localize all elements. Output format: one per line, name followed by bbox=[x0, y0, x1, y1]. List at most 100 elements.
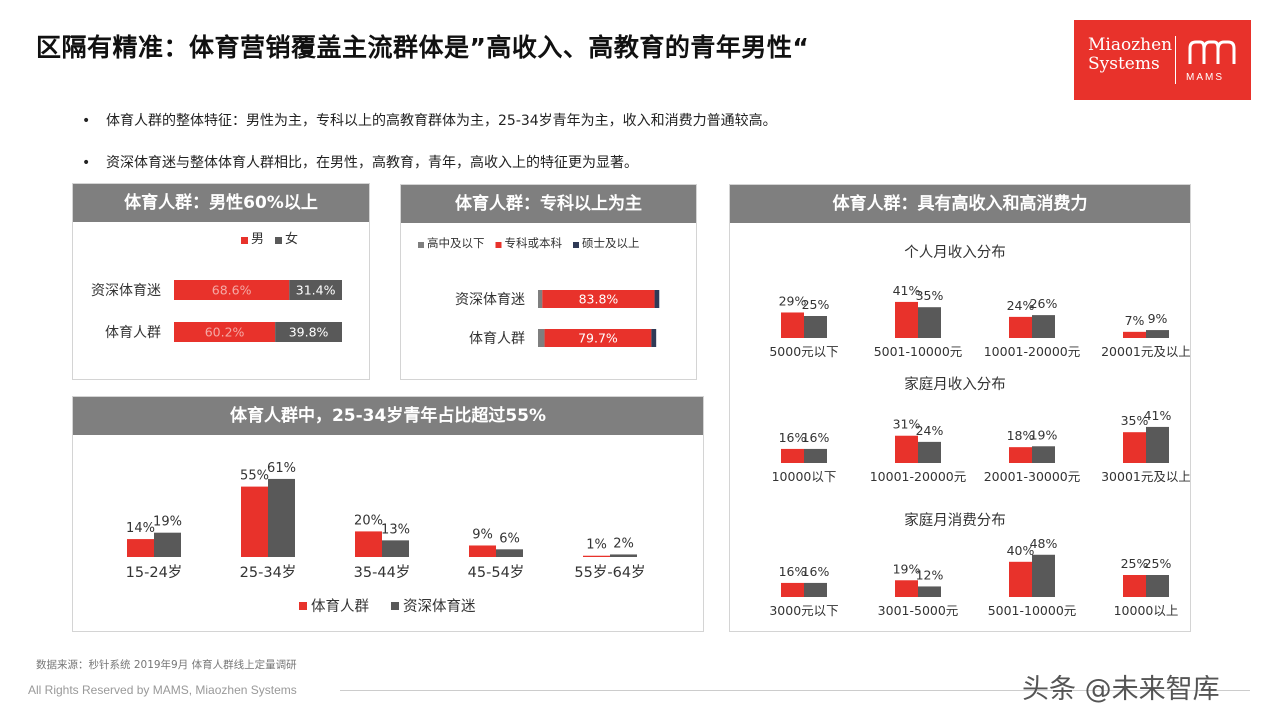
gender-panel-title: 体育人群：男性60%以上 bbox=[73, 184, 369, 222]
bar-1 bbox=[804, 448, 827, 463]
data-label: 26% bbox=[1030, 296, 1058, 311]
data-label: 24% bbox=[916, 423, 944, 438]
bar-segment-0 bbox=[538, 290, 543, 308]
bullet-marker: • bbox=[82, 113, 91, 129]
data-label: 18% bbox=[1007, 428, 1035, 443]
data-label: 6% bbox=[499, 531, 520, 546]
subchart-title: 家庭月收入分布 bbox=[904, 376, 1006, 393]
bar-0 bbox=[1123, 432, 1146, 463]
bar-segment-2 bbox=[651, 329, 657, 347]
data-label: 16% bbox=[802, 430, 830, 445]
legend-swatch-0 bbox=[418, 242, 424, 248]
bar-segment-0 bbox=[538, 329, 545, 347]
watermark: 头条 @未来智库 bbox=[1022, 674, 1220, 705]
data-label: 19% bbox=[153, 515, 182, 530]
age-panel: 体育人群中，25-34岁青年占比超过55% 14% 19% 15-24岁 55% 61%… bbox=[72, 396, 704, 632]
data-label: 79.7% bbox=[578, 331, 618, 346]
copyright: All Rights Reserved by MAMS, Miaozhen Sy… bbox=[28, 683, 297, 697]
data-label: 14% bbox=[126, 521, 155, 536]
bar-1 bbox=[382, 540, 409, 557]
bar-1 bbox=[154, 532, 181, 557]
footer-divider bbox=[340, 690, 1250, 691]
category-label: 20001元及以上 bbox=[1101, 344, 1190, 359]
bullet-marker: • bbox=[82, 155, 91, 171]
category-label: 15-24岁 bbox=[126, 564, 183, 581]
category-label: 3000元以下 bbox=[769, 603, 838, 618]
data-label: 19% bbox=[893, 561, 921, 576]
page-title: 区隔有精准：体育营销覆盖主流群体是”高收入、高教育的青年男性“ bbox=[36, 33, 810, 62]
bar-1 bbox=[1032, 554, 1055, 597]
legend-swatch-2 bbox=[573, 242, 579, 248]
bar-1 bbox=[918, 586, 941, 597]
data-label: 40% bbox=[1007, 543, 1035, 558]
data-label: 41% bbox=[893, 283, 921, 298]
bar-0 bbox=[469, 545, 496, 557]
income-chart: 个人月收入分布29%25%5000元以下41%35%5001-10000元24%… bbox=[769, 244, 1190, 618]
category-label: 35-44岁 bbox=[354, 564, 411, 581]
age-chart: 14%19% 15-24岁 55%61% 25-34岁 20%13% 35-44岁 9% 6%… bbox=[126, 461, 646, 615]
income-panel-title: 体育人群：具有高收入和高消费力 bbox=[730, 185, 1190, 223]
bar-0 bbox=[241, 486, 268, 557]
education-panel: 体育人群：专科以上为主 高中及以下 专科或本科 硕士及以上 资深体育迷 83.8% 体育人… bbox=[400, 184, 697, 380]
bar-1 bbox=[918, 441, 941, 463]
bar-0 bbox=[1009, 561, 1032, 597]
data-label: 1% bbox=[586, 538, 607, 553]
logo-text-mams: MAMS bbox=[1186, 72, 1224, 83]
data-label: 31.4% bbox=[296, 283, 336, 298]
data-label: 16% bbox=[779, 430, 807, 445]
bar-0 bbox=[895, 580, 918, 597]
logo-text-systems: Systems bbox=[1088, 54, 1160, 74]
data-label: 9% bbox=[1148, 311, 1168, 326]
bar-0 bbox=[781, 448, 804, 463]
legend-swatch-0 bbox=[241, 237, 248, 244]
data-label: 39.8% bbox=[289, 325, 329, 340]
data-label: 12% bbox=[916, 567, 944, 582]
category-label: 体育人群 bbox=[469, 331, 525, 347]
bar-0 bbox=[781, 312, 804, 338]
data-label: 60.2% bbox=[205, 325, 245, 340]
category-label: 20001-30000元 bbox=[984, 469, 1081, 484]
bar-1 bbox=[1032, 315, 1055, 338]
bar-1 bbox=[804, 316, 827, 338]
bar-1 bbox=[610, 554, 637, 557]
bar-1 bbox=[1032, 446, 1055, 463]
bar-1 bbox=[1146, 426, 1169, 463]
mams-logo-icon bbox=[1188, 40, 1236, 64]
bar-segment-2 bbox=[654, 290, 660, 308]
category-label: 10000以下 bbox=[772, 469, 837, 484]
category-label: 25-34岁 bbox=[240, 564, 297, 581]
data-label: 48% bbox=[1030, 536, 1058, 551]
bar-1 bbox=[1146, 575, 1169, 597]
category-label: 10000以上 bbox=[1114, 603, 1179, 618]
data-label: 29% bbox=[779, 293, 807, 308]
data-label: 13% bbox=[381, 522, 410, 537]
data-label: 20% bbox=[354, 513, 383, 528]
bar-segment-0 bbox=[174, 280, 290, 300]
data-label: 16% bbox=[779, 564, 807, 579]
bar-1 bbox=[1146, 330, 1169, 338]
category-label: 资深体育迷 bbox=[91, 283, 161, 299]
education-panel-title: 体育人群：专科以上为主 bbox=[401, 185, 696, 223]
category-label: 5000元以下 bbox=[769, 344, 838, 359]
bar-1 bbox=[268, 478, 295, 557]
legend-label-1: 资深体育迷 bbox=[403, 598, 476, 615]
bar-0 bbox=[895, 301, 918, 338]
category-label: 10001-20000元 bbox=[984, 344, 1081, 359]
bar-0 bbox=[895, 435, 918, 463]
legend-label-2: 硕士及以上 bbox=[582, 236, 640, 250]
legend-label-1: 女 bbox=[285, 231, 298, 247]
miaozhen-logo: Miaozhen Systems MAMS bbox=[1074, 20, 1251, 100]
legend-label-0: 男 bbox=[251, 232, 264, 247]
bar-segment-1 bbox=[289, 280, 342, 300]
logo-brand: Miaozhen Systems bbox=[1088, 36, 1172, 74]
bar-0 bbox=[1123, 575, 1146, 597]
data-label: 41% bbox=[1144, 408, 1172, 423]
data-label: 25% bbox=[1121, 556, 1149, 571]
bullet-1: • 体育人群的整体特征：男性为主，专科以上的高教育群体为主，25-34岁青年为主，… bbox=[82, 110, 777, 130]
bar-segment-1 bbox=[542, 290, 655, 308]
bar-0 bbox=[355, 531, 382, 557]
bullet-1-text: 体育人群的整体特征：男性为主，专科以上的高教育群体为主，25-34岁青年为主，收… bbox=[106, 113, 777, 129]
bar-0 bbox=[781, 582, 804, 597]
bar-0 bbox=[1009, 316, 1032, 338]
